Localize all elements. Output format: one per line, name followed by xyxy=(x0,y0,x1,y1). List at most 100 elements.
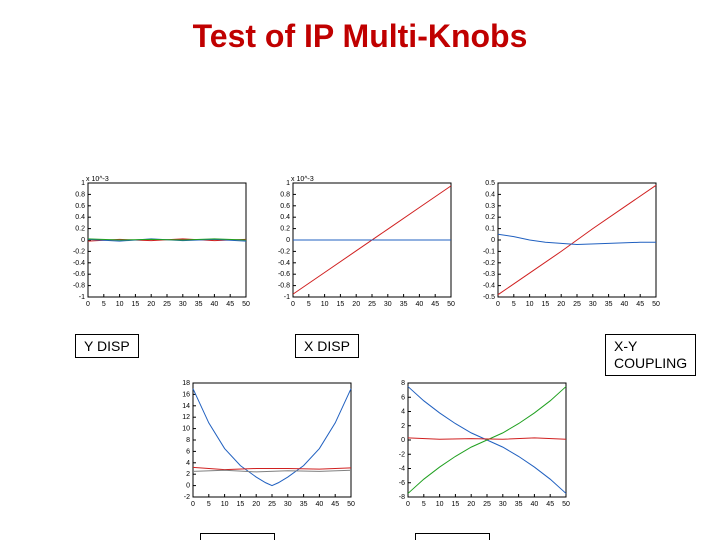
svg-text:x 10^-3: x 10^-3 xyxy=(86,176,109,183)
svg-text:12: 12 xyxy=(182,414,190,421)
ydisp-label: Y DISP xyxy=(75,334,139,358)
svg-text:0.3: 0.3 xyxy=(485,203,495,210)
chart-xwaist: 05101520253035404550-2024681012141618 xyxy=(165,371,355,511)
svg-text:0.8: 0.8 xyxy=(280,191,290,198)
svg-text:-0.3: -0.3 xyxy=(483,271,495,278)
svg-text:4: 4 xyxy=(401,409,405,416)
chart-ywaist: 05101520253035404550-8-6-4-202468 xyxy=(380,371,570,511)
svg-text:0: 0 xyxy=(81,237,85,244)
svg-text:45: 45 xyxy=(331,501,339,508)
svg-text:30: 30 xyxy=(589,301,597,308)
svg-text:30: 30 xyxy=(384,301,392,308)
svg-text:25: 25 xyxy=(163,301,171,308)
svg-text:4: 4 xyxy=(186,460,190,467)
svg-text:0.2: 0.2 xyxy=(280,226,290,233)
svg-text:35: 35 xyxy=(300,501,308,508)
svg-text:15: 15 xyxy=(337,301,345,308)
svg-text:50: 50 xyxy=(562,501,570,508)
svg-text:x 10^-3: x 10^-3 xyxy=(291,176,314,183)
svg-text:1: 1 xyxy=(81,180,85,187)
svg-text:45: 45 xyxy=(226,301,234,308)
svg-text:-4: -4 xyxy=(399,466,405,473)
svg-text:40: 40 xyxy=(416,301,424,308)
svg-text:-0.4: -0.4 xyxy=(483,283,495,290)
xycoup-label: X-YCOUPLING xyxy=(605,334,696,376)
svg-text:1: 1 xyxy=(286,180,290,187)
svg-text:20: 20 xyxy=(557,301,565,308)
svg-text:-8: -8 xyxy=(399,494,405,501)
svg-text:25: 25 xyxy=(368,301,376,308)
svg-text:0: 0 xyxy=(491,237,495,244)
svg-text:15: 15 xyxy=(542,301,550,308)
svg-text:0.4: 0.4 xyxy=(280,214,290,221)
svg-text:-0.8: -0.8 xyxy=(73,283,85,290)
svg-text:25: 25 xyxy=(268,501,276,508)
svg-text:0: 0 xyxy=(286,237,290,244)
svg-text:20: 20 xyxy=(147,301,155,308)
svg-text:45: 45 xyxy=(636,301,644,308)
svg-text:45: 45 xyxy=(546,501,554,508)
svg-text:15: 15 xyxy=(132,301,140,308)
svg-text:-0.2: -0.2 xyxy=(278,248,290,255)
svg-text:50: 50 xyxy=(242,301,250,308)
svg-text:40: 40 xyxy=(621,301,629,308)
svg-text:8: 8 xyxy=(186,437,190,444)
svg-text:16: 16 xyxy=(182,391,190,398)
svg-text:50: 50 xyxy=(652,301,660,308)
svg-text:0.2: 0.2 xyxy=(75,226,85,233)
chart-xdisp: 05101520253035404550-1-0.8-0.6-0.4-0.200… xyxy=(265,171,455,311)
svg-text:30: 30 xyxy=(284,501,292,508)
svg-text:-0.4: -0.4 xyxy=(278,260,290,267)
svg-text:2: 2 xyxy=(186,471,190,478)
svg-text:10: 10 xyxy=(221,501,229,508)
svg-text:-1: -1 xyxy=(79,294,85,301)
svg-text:0: 0 xyxy=(186,483,190,490)
svg-text:-0.2: -0.2 xyxy=(483,260,495,267)
svg-text:0.6: 0.6 xyxy=(75,203,85,210)
svg-text:5: 5 xyxy=(102,301,106,308)
svg-text:25: 25 xyxy=(483,501,491,508)
svg-text:15: 15 xyxy=(452,501,460,508)
svg-text:0.1: 0.1 xyxy=(485,226,495,233)
svg-text:0.8: 0.8 xyxy=(75,191,85,198)
svg-text:-0.4: -0.4 xyxy=(73,260,85,267)
svg-text:0: 0 xyxy=(191,501,195,508)
svg-text:5: 5 xyxy=(307,301,311,308)
svg-text:30: 30 xyxy=(179,301,187,308)
ywaist-label: Y WAIST xyxy=(415,533,490,540)
chart-ydisp: 05101520253035404550-1-0.8-0.6-0.4-0.200… xyxy=(60,171,250,311)
svg-text:45: 45 xyxy=(431,301,439,308)
svg-text:5: 5 xyxy=(512,301,516,308)
svg-text:35: 35 xyxy=(400,301,408,308)
svg-text:10: 10 xyxy=(116,301,124,308)
svg-text:-0.6: -0.6 xyxy=(278,271,290,278)
xwaist-label: X WAIST xyxy=(200,533,275,540)
svg-text:2: 2 xyxy=(401,423,405,430)
svg-text:10: 10 xyxy=(526,301,534,308)
svg-text:5: 5 xyxy=(207,501,211,508)
svg-text:35: 35 xyxy=(605,301,613,308)
svg-text:0.5: 0.5 xyxy=(485,180,495,187)
svg-text:10: 10 xyxy=(182,426,190,433)
svg-text:-2: -2 xyxy=(184,494,190,501)
svg-text:0: 0 xyxy=(401,437,405,444)
xdisp-label: X DISP xyxy=(295,334,359,358)
svg-text:0: 0 xyxy=(86,301,90,308)
svg-text:-0.6: -0.6 xyxy=(73,271,85,278)
svg-text:0.4: 0.4 xyxy=(75,214,85,221)
svg-text:0: 0 xyxy=(291,301,295,308)
svg-text:-2: -2 xyxy=(399,451,405,458)
svg-text:10: 10 xyxy=(436,501,444,508)
svg-text:40: 40 xyxy=(316,501,324,508)
svg-text:-0.5: -0.5 xyxy=(483,294,495,301)
svg-text:0.2: 0.2 xyxy=(485,214,495,221)
svg-text:0: 0 xyxy=(406,501,410,508)
svg-text:5: 5 xyxy=(422,501,426,508)
svg-text:-0.2: -0.2 xyxy=(73,248,85,255)
svg-text:35: 35 xyxy=(515,501,523,508)
svg-text:-1: -1 xyxy=(284,294,290,301)
svg-text:35: 35 xyxy=(195,301,203,308)
svg-text:-0.1: -0.1 xyxy=(483,248,495,255)
svg-text:0.6: 0.6 xyxy=(280,203,290,210)
svg-text:50: 50 xyxy=(447,301,455,308)
